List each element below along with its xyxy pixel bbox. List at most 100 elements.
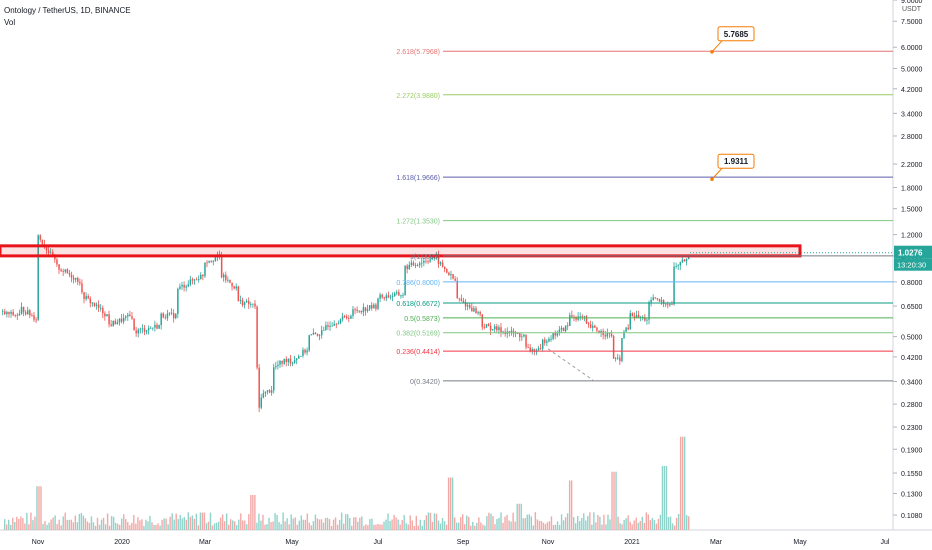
volume-bar — [651, 517, 654, 530]
volume-bar — [336, 524, 339, 530]
candle-body — [356, 309, 358, 312]
candle-body — [131, 316, 133, 319]
candle-body — [58, 264, 60, 270]
volume-bar — [326, 517, 329, 530]
candle-body — [62, 271, 64, 272]
candle-body — [47, 250, 50, 254]
volume-bar — [379, 524, 381, 530]
volume-bar — [550, 516, 553, 530]
candle-body — [637, 315, 640, 318]
candle-body — [85, 296, 87, 300]
volume-bar — [570, 480, 573, 530]
candle-body — [423, 260, 425, 263]
volume-bar — [518, 503, 520, 530]
candle-body — [164, 317, 167, 319]
volume-bar — [203, 512, 206, 530]
candle-body — [108, 314, 110, 325]
volume-bar — [165, 518, 167, 530]
volume-bar — [532, 525, 535, 530]
candle-body — [298, 356, 300, 359]
callout-point — [710, 177, 714, 182]
candle-body — [373, 304, 375, 309]
volume-bar — [238, 519, 240, 530]
candle-body — [660, 300, 663, 302]
volume-bar — [94, 525, 97, 530]
candle-body — [598, 330, 600, 333]
volume-bar — [415, 515, 417, 530]
volume-bar — [234, 521, 236, 530]
candle-body — [546, 341, 548, 343]
volume-bar — [540, 520, 543, 530]
volume-bar — [675, 517, 678, 530]
y-tick-label: 0.1080 — [901, 513, 923, 520]
x-tick-label: 2021 — [624, 539, 640, 546]
candle-body — [254, 303, 256, 307]
candle-body — [360, 310, 363, 313]
candle-body — [210, 261, 212, 262]
volume-bar — [508, 520, 510, 530]
candle-body — [181, 284, 183, 287]
volume-bar — [123, 514, 125, 530]
candle-body — [527, 347, 529, 349]
y-tick-label: 5.0000 — [901, 66, 923, 73]
y-tick-label: 0.6500 — [901, 304, 923, 311]
volume-bar — [381, 524, 383, 530]
candle-body — [237, 286, 240, 301]
candle-body — [448, 272, 450, 276]
candle-body — [60, 269, 62, 272]
candle-body — [91, 302, 94, 304]
candle-body — [279, 360, 281, 365]
volume-bar — [16, 516, 18, 530]
volume-bar — [320, 519, 323, 530]
candle-body — [606, 332, 609, 337]
volume-bar — [76, 522, 79, 530]
candle-body — [431, 258, 433, 260]
candle-body — [560, 327, 563, 330]
candle-body — [45, 246, 48, 251]
volume-bar — [476, 522, 478, 530]
candle-body — [241, 299, 244, 306]
volume-bar — [284, 521, 286, 530]
candle-body — [387, 295, 390, 298]
candle-body — [516, 333, 519, 335]
y-tick-label: 7.5000 — [901, 19, 923, 26]
x-tick-label: Mar — [199, 539, 212, 546]
volume-bar — [40, 486, 42, 530]
candle-body — [320, 330, 323, 336]
candle-body — [70, 274, 73, 278]
candle-body — [266, 390, 269, 392]
candle-body — [112, 320, 114, 326]
candle-body — [383, 297, 386, 299]
volume-bar — [250, 495, 252, 530]
candle-body — [531, 349, 534, 351]
candle-body — [273, 367, 275, 391]
volume-bar — [213, 523, 216, 530]
candle-body — [323, 329, 325, 331]
volume-bar — [70, 519, 72, 530]
candle-body — [24, 312, 27, 315]
candle-body — [31, 315, 33, 317]
volume-bar — [10, 524, 12, 530]
volume-bar — [391, 519, 393, 530]
candle-body — [99, 307, 102, 309]
candle-body — [314, 332, 317, 335]
candle-body — [302, 349, 304, 356]
candle-body — [456, 280, 458, 299]
candle-body — [260, 397, 263, 408]
candle-body — [375, 304, 377, 309]
volume-bar — [542, 522, 545, 530]
candle-body — [183, 284, 185, 288]
candle-body — [564, 325, 567, 332]
volume-bar — [292, 518, 294, 530]
volume-bar — [127, 522, 129, 530]
volume-bar — [583, 513, 585, 530]
candle-body — [337, 323, 340, 325]
volume-bar — [605, 524, 607, 530]
candle-body — [454, 278, 456, 281]
volume-bar — [609, 519, 611, 530]
candle-body — [581, 316, 584, 318]
volume-bar — [240, 513, 242, 530]
candle-body — [608, 332, 611, 334]
candle-body — [222, 274, 225, 278]
candle-body — [289, 358, 292, 364]
